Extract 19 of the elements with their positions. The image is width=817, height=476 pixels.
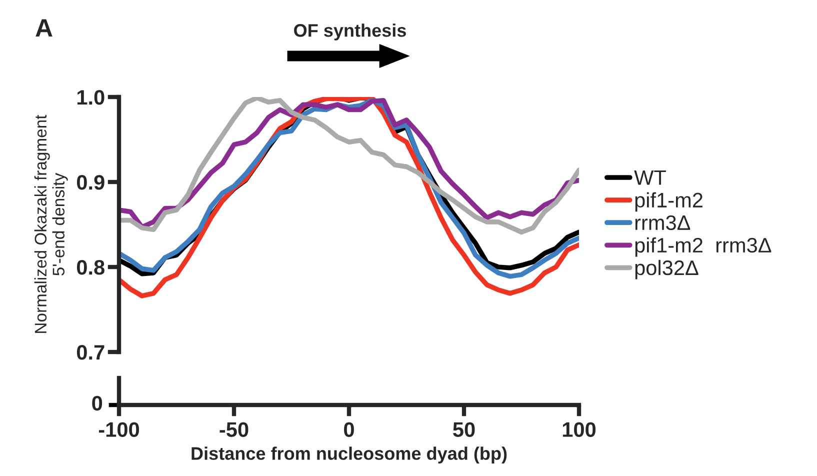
x-axis-title: Distance from nucleosome dyad (bp) [192,446,507,464]
x-tick-label: 100 [562,422,596,437]
x-tick-label: -50 [220,422,248,437]
legend-label: pif1-m2 [635,192,702,212]
text: OF synthesis [294,24,406,40]
legend-label: WT [634,170,666,185]
x-tick-label: -100 [98,422,139,437]
y-axis-title: Normalized Okazaki fragment 5'-end density [34,114,68,333]
x-tick-label: 50 [453,422,475,437]
y-tick-label: 0.9 [76,175,104,190]
legend-label: pol32Δ [635,260,698,280]
text: A [36,19,52,36]
y-tick-label: 1.0 [77,90,104,105]
text: 0 [92,396,102,411]
legend-label: rrm3Δ [635,215,690,230]
legend-label: pif1-m2 rrm3Δ [635,237,772,257]
x-tick-label: 0 [344,422,354,437]
y-tick-label: 0.7 [76,345,104,360]
y-tick-label: 0.8 [76,260,104,275]
